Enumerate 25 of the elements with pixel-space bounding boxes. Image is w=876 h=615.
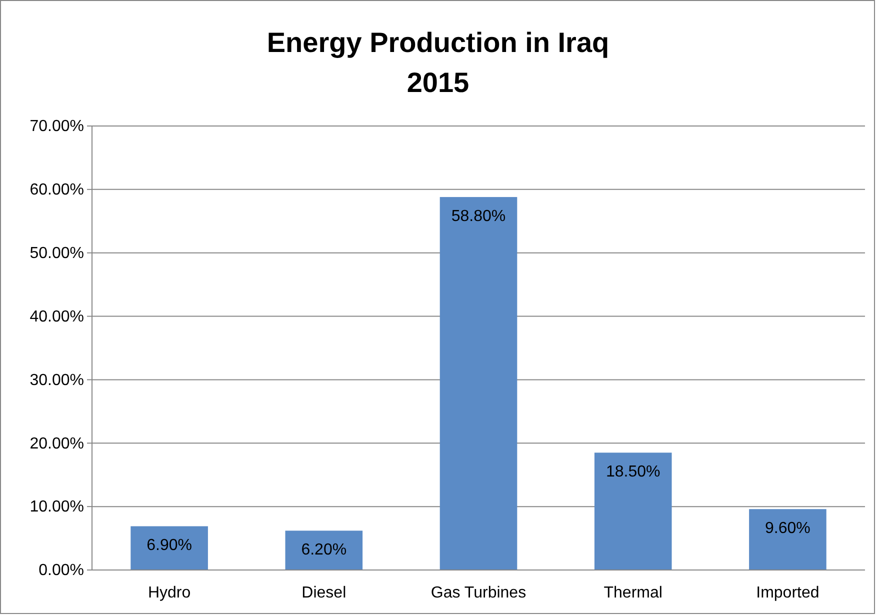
data-label: 18.50% [606, 464, 660, 481]
data-label: 6.20% [301, 542, 347, 559]
bar [285, 530, 363, 570]
x-tick-label: Thermal [604, 584, 662, 602]
y-tick-label: 0.00% [38, 562, 84, 580]
y-tick-label: 50.00% [30, 244, 84, 262]
y-tick-label: 60.00% [30, 182, 84, 199]
y-tick-label: 20.00% [30, 435, 84, 452]
x-tick-label: Hydro [148, 584, 191, 602]
chart-subtitle: 2015 [406, 67, 470, 98]
x-tick-label: Imported [756, 584, 820, 602]
y-tick-label: 40.00% [30, 308, 84, 326]
data-label: 58.80% [451, 208, 506, 226]
chart-title: Energy Production in Iraq [266, 27, 610, 58]
y-tick-label: 70.00% [30, 118, 84, 136]
x-tick-label: Gas Turbines [430, 584, 526, 602]
bar [749, 509, 826, 570]
bar [594, 452, 672, 570]
y-tick-label: 10.00% [30, 498, 84, 516]
x-tick-label: Diesel [302, 584, 346, 602]
data-label: 6.90% [146, 537, 192, 554]
bar [440, 197, 518, 570]
bar [130, 526, 208, 570]
y-tick-label: 30.00% [30, 372, 84, 389]
data-label: 9.60% [765, 520, 810, 538]
